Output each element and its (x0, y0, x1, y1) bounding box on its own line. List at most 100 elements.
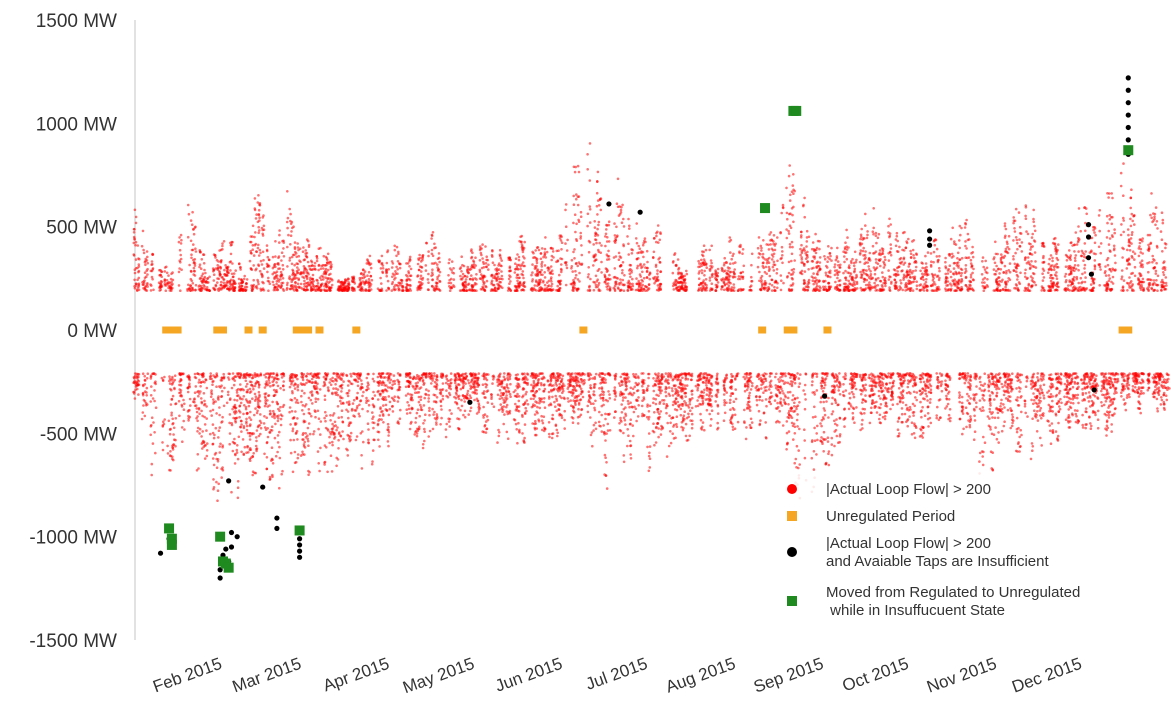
red-point (555, 409, 558, 413)
red-point (654, 402, 658, 406)
red-point (161, 448, 165, 452)
red-point (577, 401, 581, 405)
red-point (635, 222, 638, 225)
red-point (668, 414, 671, 418)
red-point (574, 403, 577, 407)
red-point (656, 224, 660, 227)
red-point (171, 417, 174, 421)
red-point (427, 435, 431, 438)
red-point (286, 190, 289, 193)
red-point (171, 394, 175, 398)
red-point (629, 401, 632, 405)
red-point (259, 251, 262, 255)
red-point (342, 437, 345, 441)
red-point (199, 390, 202, 393)
red-point (325, 446, 328, 449)
red-point (592, 390, 596, 393)
red-point (509, 382, 512, 386)
red-point (315, 257, 319, 260)
red-point (500, 270, 503, 273)
red-point (254, 217, 258, 220)
red-point (381, 409, 384, 413)
red-point (328, 381, 332, 384)
red-point (408, 427, 412, 431)
red-point (603, 273, 606, 277)
red-point (322, 254, 326, 258)
red-point (278, 430, 281, 434)
red-point (647, 384, 650, 388)
red-point (269, 385, 272, 388)
red-point (306, 239, 310, 243)
red-point (606, 254, 610, 258)
red-point (673, 384, 676, 388)
red-point (592, 429, 595, 432)
red-point (179, 253, 182, 257)
red-point (168, 379, 171, 383)
red-point (315, 259, 319, 263)
red-point (293, 246, 297, 249)
red-point (564, 203, 568, 206)
red-point (460, 255, 464, 258)
red-point (237, 372, 241, 375)
red-point (229, 397, 232, 400)
red-point (372, 438, 376, 442)
red-point (290, 230, 293, 233)
red-point (171, 375, 174, 379)
red-point (266, 265, 269, 268)
red-point (302, 438, 305, 441)
red-point (514, 257, 518, 261)
red-point (463, 400, 467, 403)
red-point (431, 268, 434, 272)
red-point (535, 274, 538, 277)
red-point (308, 432, 312, 436)
red-point (553, 387, 556, 391)
red-point (656, 422, 659, 425)
red-point (236, 496, 240, 500)
red-point (635, 241, 639, 245)
red-point (289, 243, 292, 246)
red-point (446, 395, 450, 399)
red-point (424, 264, 428, 267)
red-point (257, 213, 261, 217)
red-point (288, 207, 292, 211)
red-point (225, 284, 229, 287)
red-point (187, 283, 190, 287)
red-point (324, 419, 327, 423)
red-point (319, 433, 322, 436)
red-point (618, 289, 622, 293)
red-point (433, 374, 436, 378)
red-point (558, 376, 561, 380)
red-point (493, 274, 496, 278)
red-point (187, 212, 191, 216)
red-point (203, 268, 206, 272)
red-point (258, 406, 262, 409)
red-point (237, 387, 240, 391)
red-point (492, 378, 495, 381)
red-point (256, 402, 260, 406)
red-point (209, 409, 212, 413)
red-point (274, 265, 277, 269)
red-point (663, 380, 667, 383)
red-point (259, 432, 262, 436)
red-point (502, 392, 505, 395)
red-point (639, 275, 642, 278)
red-point (461, 282, 465, 285)
red-point (659, 433, 663, 436)
red-point (347, 283, 351, 286)
red-point (365, 399, 368, 402)
red-point (459, 408, 462, 412)
red-point (541, 421, 545, 425)
red-point (276, 384, 280, 388)
red-point (467, 282, 471, 286)
red-point (276, 450, 279, 454)
red-point (188, 378, 191, 382)
red-point (470, 373, 474, 376)
red-point (596, 180, 599, 183)
red-point (270, 425, 274, 429)
red-point (149, 425, 153, 428)
red-point (542, 279, 545, 283)
red-point (393, 395, 397, 399)
red-point (516, 392, 519, 396)
red-point (622, 454, 626, 457)
red-point (475, 273, 478, 276)
